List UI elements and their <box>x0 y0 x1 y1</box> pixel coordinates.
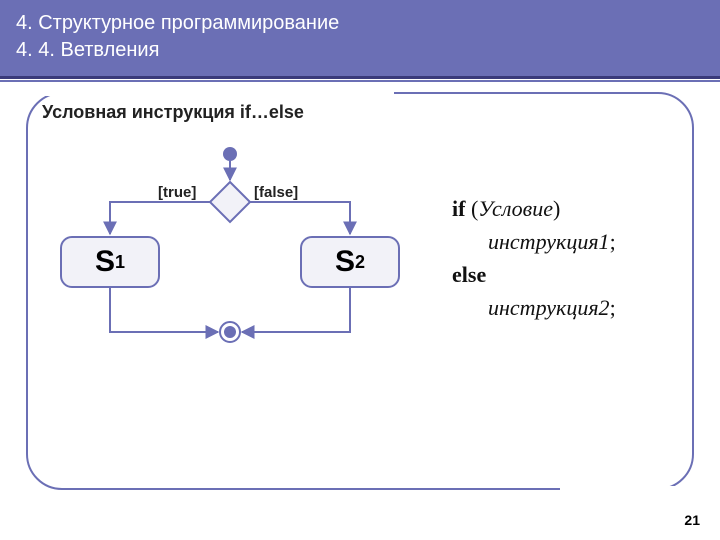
code-line-if: if (Условие) <box>452 192 702 225</box>
node-s1-sub: 1 <box>115 252 125 273</box>
semicolon-2: ; <box>610 295 616 320</box>
label-false: [false] <box>254 184 298 201</box>
code-line-stmt2: инструкция2; <box>452 291 702 324</box>
stmt1-text: инструкция1 <box>488 229 610 254</box>
node-s1: S1 <box>60 236 160 288</box>
panel-gap-bottom <box>560 486 680 492</box>
code-line-stmt1: инструкция1; <box>452 225 702 258</box>
code-line-else: else <box>452 258 702 291</box>
header-line-2: 4. 4. Ветвления <box>16 37 704 64</box>
condition-text: Условие <box>478 196 553 221</box>
flowchart-diagram: [true] [false] S1 S2 <box>40 132 420 362</box>
kw-if: if <box>452 196 465 221</box>
semicolon-1: ; <box>610 229 616 254</box>
kw-else: else <box>452 262 486 287</box>
stmt2-text: инструкция2 <box>488 295 610 320</box>
label-true: [true] <box>158 184 196 201</box>
header-line-1: 4. Структурное программирование <box>16 10 704 37</box>
node-s2-base: S <box>335 245 355 279</box>
paren-open: ( <box>465 196 478 221</box>
page-number: 21 <box>684 512 700 528</box>
code-snippet: if (Условие) инструкция1; else инструкци… <box>452 192 702 324</box>
slide-header: 4. Структурное программирование 4. 4. Ве… <box>0 0 720 79</box>
node-s2: S2 <box>300 236 400 288</box>
panel-gap-top <box>34 90 394 96</box>
node-s1-base: S <box>95 245 115 279</box>
node-s2-sub: 2 <box>355 252 365 273</box>
panel-subtitle: Условная инструкция if…else <box>42 102 304 123</box>
header-rule <box>0 80 720 82</box>
paren-close: ) <box>553 196 560 221</box>
